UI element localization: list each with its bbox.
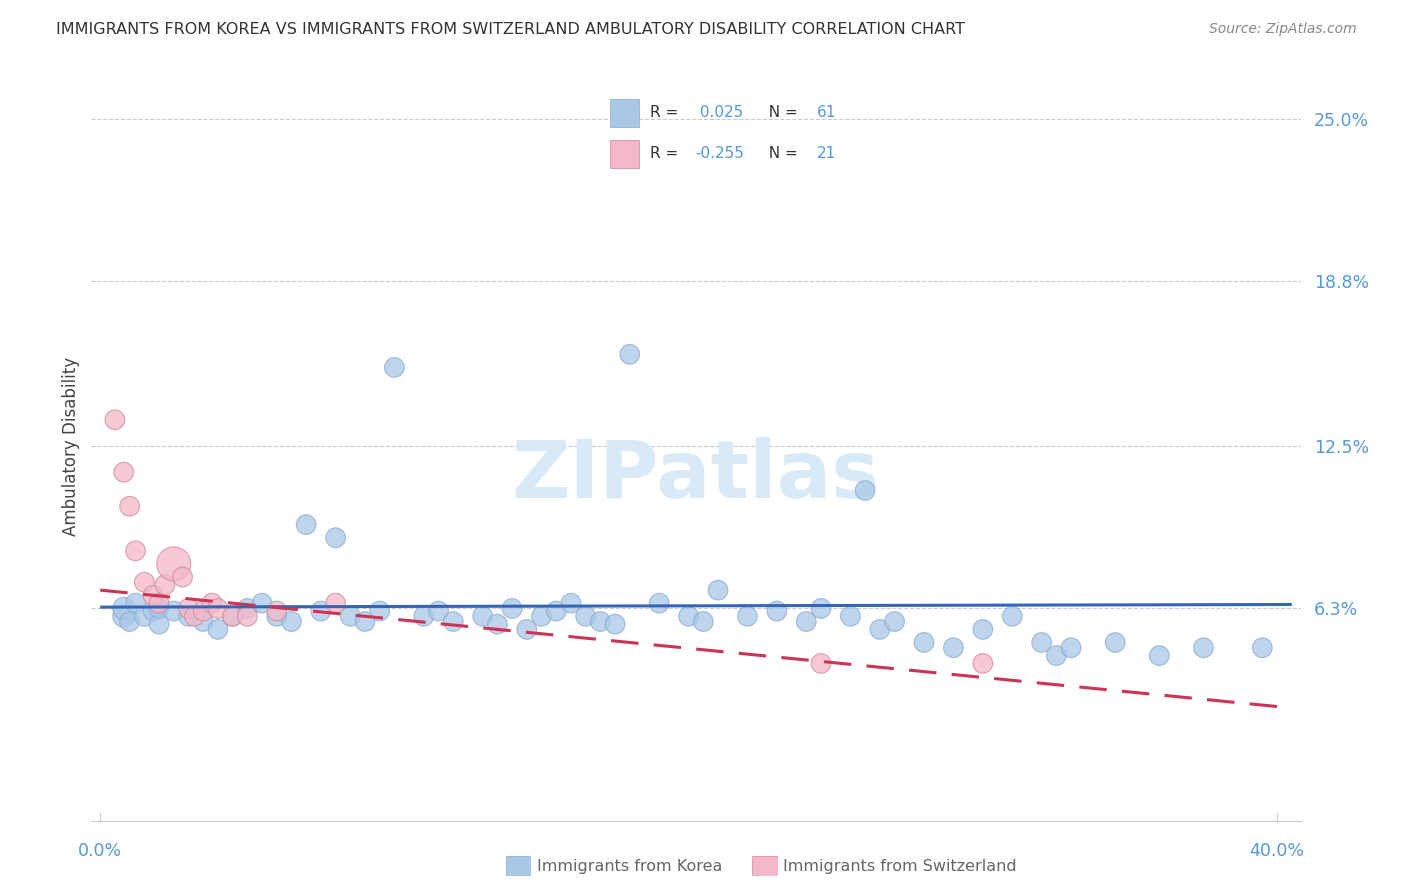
Text: 40.0%: 40.0% [1250,841,1305,860]
Point [972,623,994,637]
Point [501,601,523,615]
Point [942,640,965,655]
Point [134,609,156,624]
Point [163,604,186,618]
Text: Immigrants from Korea: Immigrants from Korea [537,859,723,873]
Point [325,531,347,545]
Point [236,601,259,615]
Point [678,609,700,624]
Point [148,617,170,632]
Point [177,609,200,624]
Point [441,615,464,629]
Point [266,609,288,624]
Point [221,609,243,624]
Point [810,601,832,615]
Point [112,601,135,615]
Point [794,615,817,629]
Point [530,609,553,624]
Point [972,657,994,671]
Point [207,623,229,637]
Text: Source: ZipAtlas.com: Source: ZipAtlas.com [1209,22,1357,37]
Point [1192,640,1215,655]
Point [280,615,302,629]
Point [201,596,224,610]
Point [1060,640,1083,655]
Point [648,596,671,610]
Point [118,500,141,514]
Point [207,601,229,615]
Point [172,570,194,584]
Point [266,604,288,618]
Point [575,609,598,624]
Point [236,609,259,624]
Point [427,604,450,618]
Point [869,623,891,637]
Point [309,604,332,618]
Point [412,609,434,624]
Point [148,596,170,610]
Point [1045,648,1067,663]
Point [619,347,641,361]
Point [124,543,146,558]
Point [134,575,156,590]
Point [707,583,730,598]
Point [737,609,759,624]
Point [692,615,714,629]
Point [193,604,215,618]
Point [142,588,165,602]
Point [339,609,361,624]
Point [142,604,165,618]
Point [883,615,905,629]
Y-axis label: Ambulatory Disability: Ambulatory Disability [62,357,80,535]
Point [124,596,146,610]
Point [1104,635,1126,649]
Point [354,615,377,629]
Text: 0.0%: 0.0% [79,841,122,860]
Point [516,623,538,637]
Point [1149,648,1171,663]
Point [546,604,568,618]
Point [384,360,406,375]
Point [112,465,135,479]
Point [603,617,626,632]
Point [104,413,127,427]
Point [148,601,170,615]
Text: ZIPatlas: ZIPatlas [512,437,880,515]
Point [221,609,243,624]
Point [112,609,135,624]
Point [912,635,935,649]
Point [471,609,494,624]
Point [368,604,391,618]
Point [560,596,582,610]
Point [1251,640,1274,655]
Text: IMMIGRANTS FROM KOREA VS IMMIGRANTS FROM SWITZERLAND AMBULATORY DISABILITY CORRE: IMMIGRANTS FROM KOREA VS IMMIGRANTS FROM… [56,22,966,37]
Point [486,617,509,632]
Text: Immigrants from Switzerland: Immigrants from Switzerland [783,859,1017,873]
Point [810,657,832,671]
Point [177,601,200,615]
Point [183,609,205,624]
Point [766,604,789,618]
Point [1001,609,1024,624]
Point [163,557,186,571]
Point [853,483,876,498]
Point [325,596,347,610]
Point [118,615,141,629]
Point [1031,635,1053,649]
Point [153,578,176,592]
Point [839,609,862,624]
Point [193,615,215,629]
Point [589,615,612,629]
Point [295,517,318,532]
Point [250,596,273,610]
